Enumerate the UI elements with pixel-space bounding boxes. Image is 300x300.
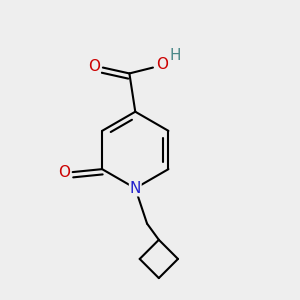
Text: O: O (88, 58, 100, 74)
Text: H: H (169, 48, 181, 63)
Text: O: O (58, 165, 70, 180)
Text: N: N (130, 181, 141, 196)
Text: O: O (156, 57, 168, 72)
